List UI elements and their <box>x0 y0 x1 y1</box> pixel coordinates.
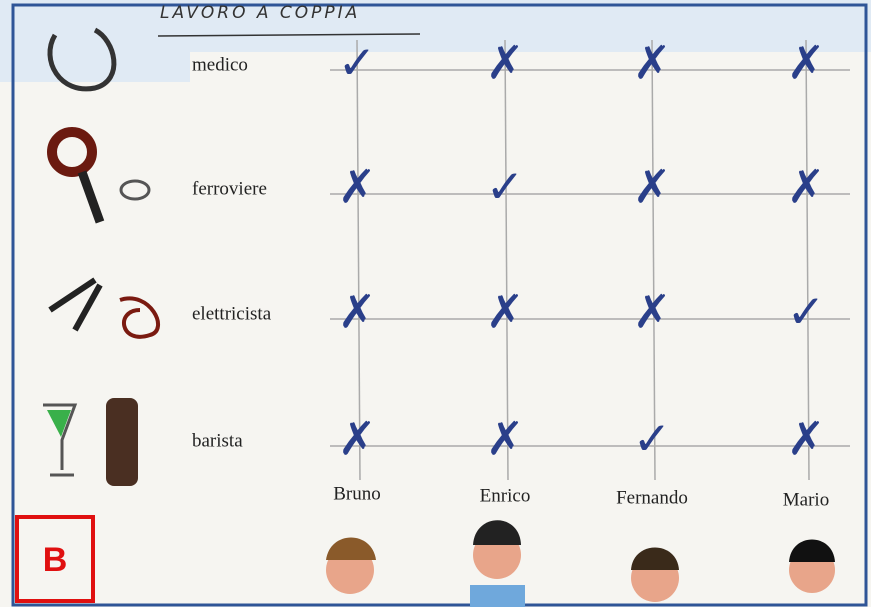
mark: ✗ <box>633 285 672 339</box>
column-label: Mario <box>783 489 829 510</box>
title: LAVORO A COPPIA <box>160 3 360 23</box>
faces <box>326 520 835 607</box>
hair <box>631 547 679 570</box>
mark: ✗ <box>338 160 377 214</box>
hair <box>326 537 376 560</box>
drink <box>47 410 71 437</box>
magnifier-icon <box>47 127 97 177</box>
mark: ✗ <box>338 285 377 339</box>
grid-line <box>651 39 656 481</box>
stethoscope-icon <box>47 27 117 92</box>
badge: B <box>43 541 68 579</box>
glass-icon <box>43 403 78 477</box>
row-label: barista <box>192 430 243 451</box>
mark: ✗ <box>486 412 525 466</box>
shaker-icon <box>106 398 138 486</box>
row-label: elettricista <box>192 303 272 324</box>
mark: ✓ <box>787 285 826 339</box>
mark: ✗ <box>486 36 525 90</box>
badge-box <box>15 515 95 603</box>
hair <box>789 539 835 562</box>
wire-icon <box>119 296 160 339</box>
hair <box>473 520 521 545</box>
mark: ✗ <box>486 285 525 339</box>
icons <box>43 27 160 486</box>
header-band <box>0 0 871 82</box>
title-underline <box>157 33 421 37</box>
mark: ✗ <box>787 412 826 466</box>
mark: ✗ <box>633 36 672 90</box>
row-label: medico <box>192 54 248 75</box>
grid-line <box>356 39 361 481</box>
mark: ✓ <box>633 412 672 466</box>
mark: ✗ <box>787 36 826 90</box>
mark: ✗ <box>338 412 377 466</box>
mark: ✗ <box>787 160 826 214</box>
column-label: Enrico <box>480 485 531 506</box>
column-label: Fernando <box>616 487 688 508</box>
mark: ✗ <box>633 160 672 214</box>
mark: ✓ <box>486 160 525 214</box>
whistle-icon <box>119 179 151 201</box>
grid-line <box>805 39 810 481</box>
row-label: ferroviere <box>192 178 267 199</box>
shirt <box>470 585 525 607</box>
grid-line <box>504 39 509 481</box>
mark: ✓ <box>338 36 377 90</box>
pliers-icon <box>48 277 103 332</box>
magnifier-handle <box>77 170 105 224</box>
column-label: Bruno <box>333 483 381 504</box>
frame <box>11 3 868 607</box>
